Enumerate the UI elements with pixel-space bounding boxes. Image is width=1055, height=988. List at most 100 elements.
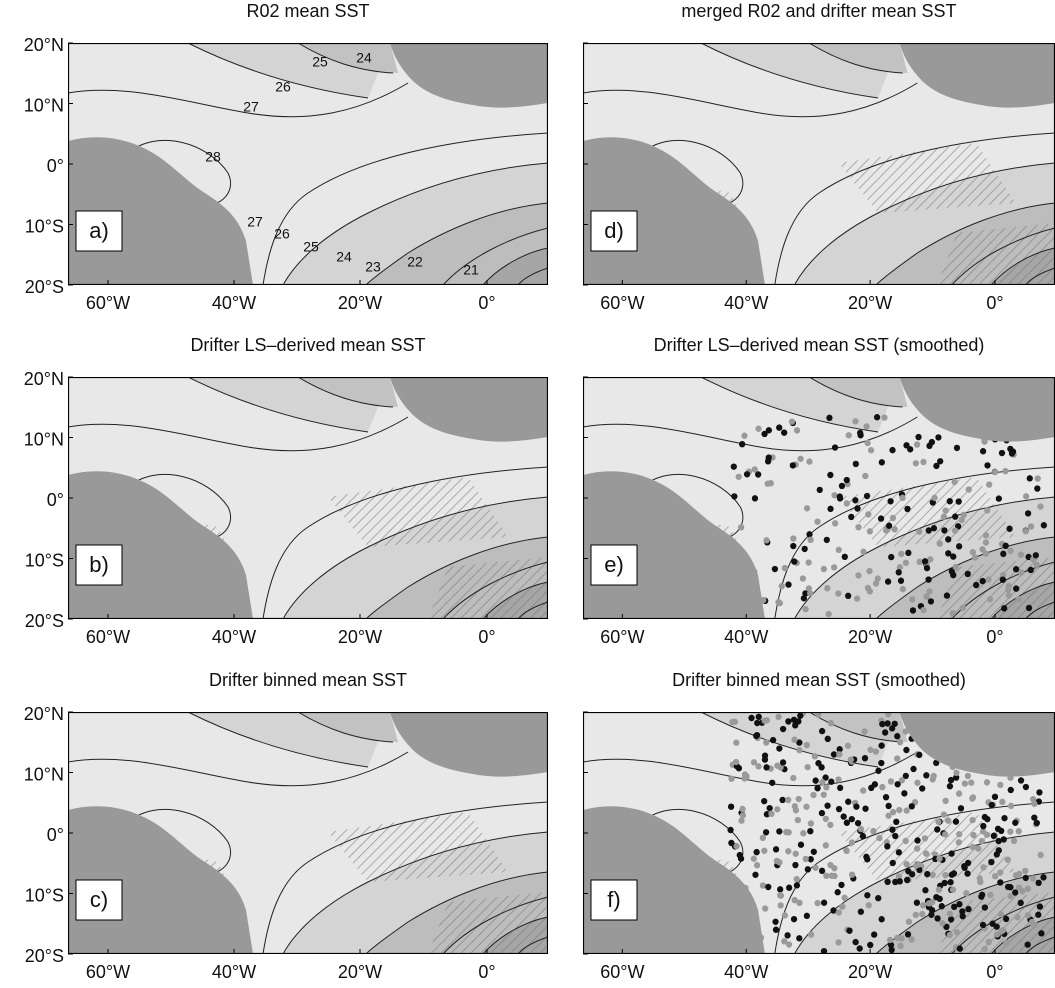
x-tick-label: 20°W bbox=[848, 962, 892, 982]
drifter-dot bbox=[954, 445, 960, 451]
drifter-dot bbox=[773, 927, 779, 933]
drifter-dot bbox=[821, 792, 827, 798]
drifter-dot bbox=[778, 892, 784, 898]
drifter-dot bbox=[807, 828, 813, 834]
y-tick-label: 20°S bbox=[25, 611, 64, 631]
drifter-dot bbox=[958, 805, 964, 811]
drifter-dot bbox=[797, 456, 803, 462]
drifter-dot bbox=[785, 848, 791, 854]
drifter-dot bbox=[898, 578, 904, 584]
drifter-dot bbox=[874, 414, 880, 420]
x-tick-label: 20°W bbox=[338, 293, 382, 313]
drifter-dot bbox=[968, 779, 974, 785]
drifter-dot bbox=[844, 500, 850, 506]
drifter-dot bbox=[954, 929, 960, 935]
drifter-dot bbox=[845, 743, 851, 749]
drifter-dot bbox=[1012, 820, 1018, 826]
drifter-dot bbox=[936, 855, 942, 861]
drifter-dot bbox=[885, 711, 891, 717]
drifter-dot bbox=[860, 549, 866, 555]
drifter-dot bbox=[970, 549, 976, 555]
drifter-dot bbox=[1034, 820, 1040, 826]
drifter-dot bbox=[837, 493, 843, 499]
drifter-dot bbox=[1030, 796, 1036, 802]
drifter-dot bbox=[991, 833, 997, 839]
map bbox=[583, 710, 1055, 955]
drifter-dot bbox=[980, 823, 986, 829]
panel-label: c) bbox=[90, 887, 108, 912]
drifter-dot bbox=[779, 583, 785, 589]
drifter-dot bbox=[867, 747, 873, 753]
x-tick-label: 0° bbox=[478, 293, 495, 313]
drifter-dot bbox=[1007, 893, 1013, 899]
drifter-dot bbox=[848, 756, 854, 762]
drifter-dot bbox=[878, 742, 884, 748]
drifter-dot bbox=[929, 872, 935, 878]
drifter-dot bbox=[1023, 784, 1029, 790]
drifter-dot bbox=[894, 935, 900, 941]
drifter-dot bbox=[983, 532, 989, 538]
drifter-dot bbox=[969, 817, 975, 823]
y-tick-label: 20°S bbox=[25, 277, 64, 297]
drifter-dot bbox=[763, 829, 769, 835]
drifter-dot bbox=[1014, 914, 1020, 920]
drifter-dot bbox=[844, 820, 850, 826]
drifter-dot bbox=[960, 605, 966, 611]
drifter-dot bbox=[1023, 875, 1029, 881]
drifter-dot bbox=[832, 520, 838, 526]
drifter-dot bbox=[1023, 528, 1029, 534]
drifter-dot bbox=[805, 866, 811, 872]
drifter-dot bbox=[984, 507, 990, 513]
drifter-dot bbox=[929, 439, 935, 445]
drifter-dot bbox=[964, 870, 970, 876]
drifter-dot bbox=[804, 913, 810, 919]
drifter-dot bbox=[739, 441, 745, 447]
drifter-dot bbox=[913, 912, 919, 918]
drifter-dot bbox=[992, 873, 998, 879]
drifter-dot bbox=[1001, 836, 1007, 842]
drifter-dot bbox=[871, 931, 877, 937]
drifter-dot bbox=[804, 742, 810, 748]
drifter-dot bbox=[892, 526, 898, 532]
drifter-dot bbox=[879, 784, 885, 790]
drifter-dot bbox=[1028, 523, 1034, 529]
drifter-dot bbox=[836, 751, 842, 757]
drifter-dot bbox=[780, 759, 786, 765]
y-tick-label: 10°N bbox=[24, 764, 64, 784]
drifter-dot bbox=[951, 479, 957, 485]
drifter-dot bbox=[821, 566, 827, 572]
drifter-dot bbox=[867, 588, 873, 594]
drifter-dot bbox=[861, 728, 867, 734]
drifter-dot bbox=[889, 947, 895, 953]
drifter-dot bbox=[957, 945, 963, 951]
drifter-dot bbox=[1025, 941, 1031, 947]
drifter-dot bbox=[864, 493, 870, 499]
drifter-dot bbox=[1025, 912, 1031, 918]
y-tick-label: 10°N bbox=[24, 95, 64, 115]
drifter-dot bbox=[738, 817, 744, 823]
drifter-dot bbox=[893, 819, 899, 825]
drifter-dot bbox=[827, 506, 833, 512]
drifter-dot bbox=[802, 546, 808, 552]
drifter-dot bbox=[942, 831, 948, 837]
drifter-dot bbox=[790, 543, 796, 549]
drifter-dot bbox=[849, 839, 855, 845]
x-tick-label: 20°W bbox=[848, 627, 892, 647]
drifter-dot bbox=[803, 804, 809, 810]
drifter-dot bbox=[823, 873, 829, 879]
y-tick-label: 20°N bbox=[24, 35, 64, 55]
drifter-dot bbox=[945, 817, 951, 823]
drifter-dot bbox=[980, 448, 986, 454]
drifter-dot bbox=[793, 851, 799, 857]
x-tick-label: 0° bbox=[986, 627, 1003, 647]
drifter-dot bbox=[774, 762, 780, 768]
drifter-dot bbox=[881, 414, 887, 420]
drifter-dot bbox=[982, 946, 988, 952]
x-tick-label: 40°W bbox=[212, 293, 256, 313]
drifter-dot bbox=[903, 838, 909, 844]
drifter-dot bbox=[926, 900, 932, 906]
drifter-dot bbox=[751, 759, 757, 765]
drifter-dot bbox=[852, 497, 858, 503]
drifter-dot bbox=[953, 818, 959, 824]
drifter-dot bbox=[857, 430, 863, 436]
